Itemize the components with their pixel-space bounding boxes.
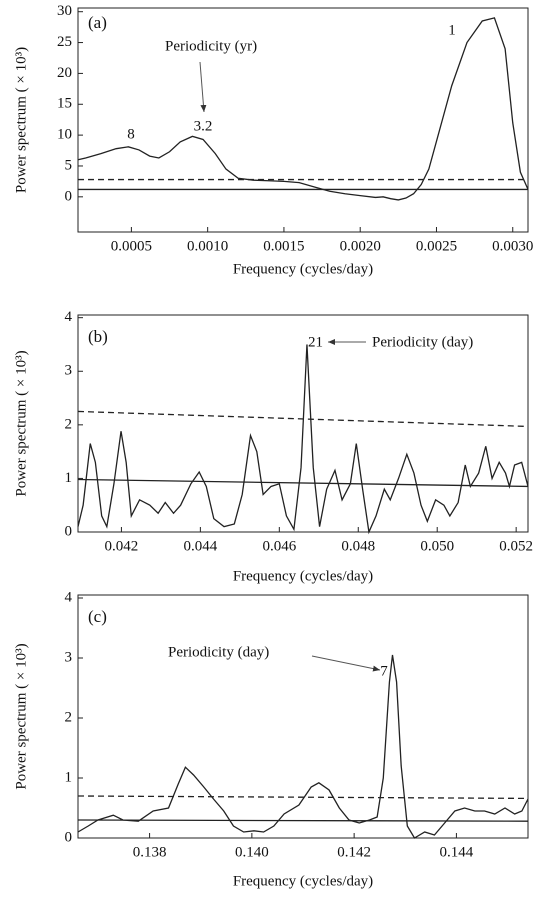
x-axis-label: Frequency (cycles/day) <box>233 568 373 584</box>
y-tick-label: 25 <box>57 34 72 50</box>
y-tick-label: 3 <box>65 363 73 379</box>
x-tick-label: 0.052 <box>499 538 533 554</box>
x-tick-label: 0.0030 <box>492 238 533 254</box>
annotation: 3.2 <box>194 118 213 134</box>
annotation: Periodicity (yr) <box>165 38 257 54</box>
y-tick-label: 3 <box>65 649 73 665</box>
annotation-arrow <box>311 655 381 672</box>
y-tick-label: 2 <box>65 416 73 432</box>
x-tick-label: 0.142 <box>337 844 371 860</box>
y-tick-label: 15 <box>57 96 72 112</box>
annotation: 8 <box>127 126 135 142</box>
annotation-arrow <box>199 61 207 113</box>
x-tick-label: 0.046 <box>262 538 296 554</box>
annotation: Periodicity (day) <box>372 334 473 350</box>
y-tick-label: 0 <box>65 523 73 539</box>
x-tick-label: 0.050 <box>420 538 454 554</box>
annotation: 1 <box>448 22 456 38</box>
panel-label: (a) <box>88 13 107 32</box>
y-tick-label: 1 <box>65 470 73 486</box>
y-tick-label: 5 <box>65 157 73 173</box>
spectrum-line <box>77 819 529 822</box>
x-tick-label: 0.0015 <box>263 238 304 254</box>
y-tick-label: 2 <box>65 709 73 725</box>
y-tick-label: 10 <box>57 127 72 143</box>
x-tick-label: 0.144 <box>440 844 474 860</box>
y-tick-label: 30 <box>57 3 72 19</box>
x-tick-label: 0.0005 <box>111 238 152 254</box>
y-axis-label: Power spectrum ( × 10³) <box>13 350 29 496</box>
spectrum-line <box>77 344 529 535</box>
x-axis-label: Frequency (cycles/day) <box>233 873 373 889</box>
spectrum-line <box>77 654 529 839</box>
x-tick-label: 0.140 <box>235 844 269 860</box>
spectrum-line <box>77 17 529 201</box>
x-tick-label: 0.138 <box>133 844 167 860</box>
x-axis-label: Frequency (cycles/day) <box>233 261 373 277</box>
y-tick-label: 20 <box>57 65 72 81</box>
y-tick-label: 4 <box>65 309 73 325</box>
plot-frame <box>77 7 529 233</box>
y-axis-label: Power spectrum ( × 10³) <box>13 47 29 193</box>
dashed-line <box>77 410 529 428</box>
spectrum-line <box>77 478 529 488</box>
annotation: 7 <box>380 663 388 679</box>
y-tick-label: 0 <box>65 188 73 204</box>
panel-label: (b) <box>88 327 108 346</box>
x-tick-label: 0.0025 <box>416 238 457 254</box>
plot-frame <box>77 314 529 533</box>
x-tick-label: 0.0020 <box>340 238 381 254</box>
x-tick-label: 0.044 <box>183 538 217 554</box>
y-axis-label: Power spectrum ( × 10³) <box>13 643 29 789</box>
y-tick-label: 0 <box>65 829 73 845</box>
x-tick-label: 0.048 <box>341 538 375 554</box>
annotation: 21 <box>308 334 323 350</box>
plot-frame <box>77 594 529 839</box>
x-tick-label: 0.0010 <box>187 238 228 254</box>
panel-label: (c) <box>88 607 107 626</box>
dashed-line <box>77 795 529 800</box>
y-tick-label: 1 <box>65 769 73 785</box>
annotation: Periodicity (day) <box>168 644 269 660</box>
y-tick-label: 4 <box>65 589 73 605</box>
x-tick-label: 0.042 <box>105 538 139 554</box>
